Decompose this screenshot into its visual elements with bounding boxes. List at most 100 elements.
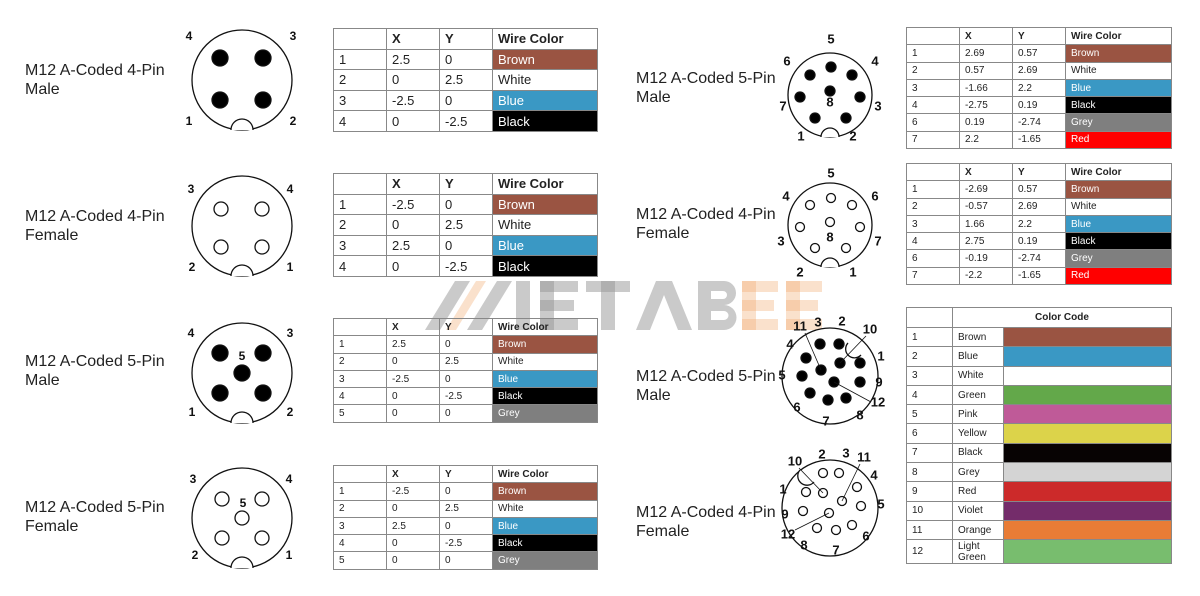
pin-number-label: 11 bbox=[793, 318, 807, 333]
wire-color-cell: White bbox=[1065, 61, 1172, 80]
connector-5pin-male bbox=[191, 322, 293, 424]
wire-color-cell: Grey bbox=[492, 404, 598, 423]
wire-color-cell: Black bbox=[492, 110, 598, 132]
wire-color-cell: Grey bbox=[1065, 249, 1172, 268]
table-row: 4 2.75 0.19 Black bbox=[906, 232, 1172, 251]
pin-number-label: 4 bbox=[870, 467, 878, 482]
table-row: 2 -0.57 2.69 White bbox=[906, 197, 1172, 216]
connector-title: M12 A-Coded 4-Pin Female bbox=[636, 206, 776, 242]
pin-number-label: 11 bbox=[857, 449, 871, 464]
pin-number-label: 1 bbox=[287, 260, 294, 274]
table-row: 2 0 2.5 White bbox=[333, 69, 598, 91]
table-header-row: X Y Wire Color bbox=[333, 464, 598, 484]
pin-number-label: 6 bbox=[871, 188, 878, 203]
table-header-row: Color Code bbox=[906, 307, 1172, 328]
pin-number-label: 8 bbox=[826, 94, 833, 109]
pin-coordinate-table: X Y Wire Color 1 2.69 0.57 Brown 2 0.57 2.69 White… bbox=[906, 26, 1172, 150]
pin-number-label: 3 bbox=[777, 233, 784, 248]
pin-number-label: 3 bbox=[874, 98, 881, 113]
pin-number-label: 2 bbox=[189, 260, 196, 274]
connector-12pin-male bbox=[781, 327, 879, 425]
pin-number-label: 3 bbox=[287, 326, 294, 340]
pin-number-label: 4 bbox=[186, 29, 193, 43]
pin-number-label: 3 bbox=[290, 29, 297, 43]
pin-number-label: 3 bbox=[842, 445, 849, 460]
table-row: 3 2.5 0 Blue bbox=[333, 516, 598, 536]
table-row: 1 -2.5 0 Brown bbox=[333, 482, 598, 501]
table-row: 2 0 2.5 White bbox=[333, 499, 598, 518]
pin-number-label: 1 bbox=[186, 114, 193, 128]
table-row: 7 -2.2 -1.65 Red bbox=[906, 266, 1172, 286]
pin-number-label: 12 bbox=[781, 526, 795, 541]
table-row: 4 0 -2.5 Black bbox=[333, 110, 598, 132]
table-row: 1 2.5 0 Brown bbox=[333, 48, 598, 71]
pin-number-label: 4 bbox=[871, 53, 879, 68]
pin-number-label: 10 bbox=[788, 453, 802, 468]
table-row: 9 Red bbox=[906, 481, 1172, 502]
table-row: 4 -2.75 0.19 Black bbox=[906, 96, 1172, 115]
pin-coordinate-table: X Y Wire Color 1 -2.69 0.57 Brown 2 -0.57 2.69 Whi… bbox=[906, 162, 1172, 286]
color-swatch bbox=[1003, 404, 1172, 425]
table-row: 2 Blue bbox=[906, 346, 1172, 367]
table-row: 4 0 -2.5 Black bbox=[333, 255, 598, 277]
table-cell: -2.5 bbox=[386, 89, 440, 112]
table-row: 3 White bbox=[906, 365, 1172, 386]
table-row: 3 2.5 0 Blue bbox=[333, 234, 598, 257]
pin-number-label: 6 bbox=[793, 399, 800, 414]
table-row: 5 0 0 Grey bbox=[333, 551, 598, 570]
connector-title: M12 A-Coded 5-Pin Female bbox=[25, 499, 165, 535]
color-swatch bbox=[1003, 481, 1172, 502]
pin-number-label: 8 bbox=[856, 407, 863, 422]
color-swatch bbox=[1003, 326, 1172, 348]
table-row: 7 2.2 -1.65 Red bbox=[906, 130, 1172, 150]
pin-coordinate-table: X Y Wire Color 1 2.5 0 Brown 2 0 2.5 White 3 -2.5 0 Bl… bbox=[333, 317, 598, 423]
table-row: 6 -0.19 -2.74 Grey bbox=[906, 249, 1172, 268]
connector-title: M12 A-Coded 4-Pin Male bbox=[25, 62, 165, 98]
wire-color-cell: White bbox=[492, 69, 598, 91]
pin-number-label: 4 bbox=[286, 472, 293, 486]
pin-number-label: 6 bbox=[862, 528, 869, 543]
pin-number-label: 7 bbox=[832, 542, 839, 557]
pin-number-label: 1 bbox=[797, 128, 804, 143]
pin-number-label: 6 bbox=[783, 53, 790, 68]
wire-color-cell: Grey bbox=[1065, 113, 1172, 132]
table-row: 1 2.5 0 Brown bbox=[333, 335, 598, 354]
color-swatch bbox=[1003, 365, 1172, 386]
pin-number-label: 5 bbox=[240, 496, 247, 510]
pin-coordinate-table: X Y Wire Color 1 2.5 0 Brown 2 0 2.5 White 3 -2.5 0 Bl… bbox=[333, 28, 598, 132]
table-cell: 11 bbox=[906, 519, 953, 541]
wire-color-cell: White bbox=[1065, 197, 1172, 216]
table-cell: 4 bbox=[333, 255, 387, 277]
color-swatch bbox=[1003, 519, 1172, 541]
column-header: Wire Color bbox=[492, 173, 598, 195]
pin-number-label: 2 bbox=[192, 548, 199, 562]
pin-number-label: 2 bbox=[818, 446, 825, 461]
table-header-row: X Y Wire Color bbox=[333, 173, 598, 195]
wire-color-cell: Blue bbox=[492, 234, 598, 257]
pin-number-label: 1 bbox=[286, 548, 293, 562]
table-row: 5 Pink bbox=[906, 404, 1172, 425]
table-row: 1 2.69 0.57 Brown bbox=[906, 44, 1172, 63]
table-row: 10 Violet bbox=[906, 500, 1172, 521]
connector-4pin-female bbox=[191, 175, 293, 277]
wire-color-cell: Brown bbox=[492, 48, 598, 71]
table-cell: 12 bbox=[906, 539, 953, 565]
pin-number-label: 2 bbox=[796, 264, 803, 279]
pin-number-label: 4 bbox=[287, 182, 294, 196]
connector-title: M12 A-Coded 5-Pin Male bbox=[25, 353, 165, 389]
pin-coordinate-table: X Y Wire Color 1 -2.5 0 Brown 2 0 2.5 White 3 2.5 0 Bl… bbox=[333, 464, 598, 570]
table-row: 3 -2.5 0 Blue bbox=[333, 89, 598, 112]
connector-title: M12 A-Coded 5-Pin Male bbox=[636, 70, 776, 106]
pin-number-label: 3 bbox=[188, 182, 195, 196]
color-swatch bbox=[1003, 384, 1172, 406]
wire-color-cell: Brown bbox=[492, 335, 598, 354]
pin-number-label: 5 bbox=[778, 367, 785, 382]
wire-color-cell: Blue bbox=[492, 89, 598, 112]
color-swatch bbox=[1003, 462, 1172, 483]
pin-number-label: 8 bbox=[826, 229, 833, 244]
table-row: 6 0.19 -2.74 Grey bbox=[906, 113, 1172, 132]
table-cell: 2.5 bbox=[439, 214, 493, 236]
pin-number-label: 4 bbox=[786, 336, 794, 351]
